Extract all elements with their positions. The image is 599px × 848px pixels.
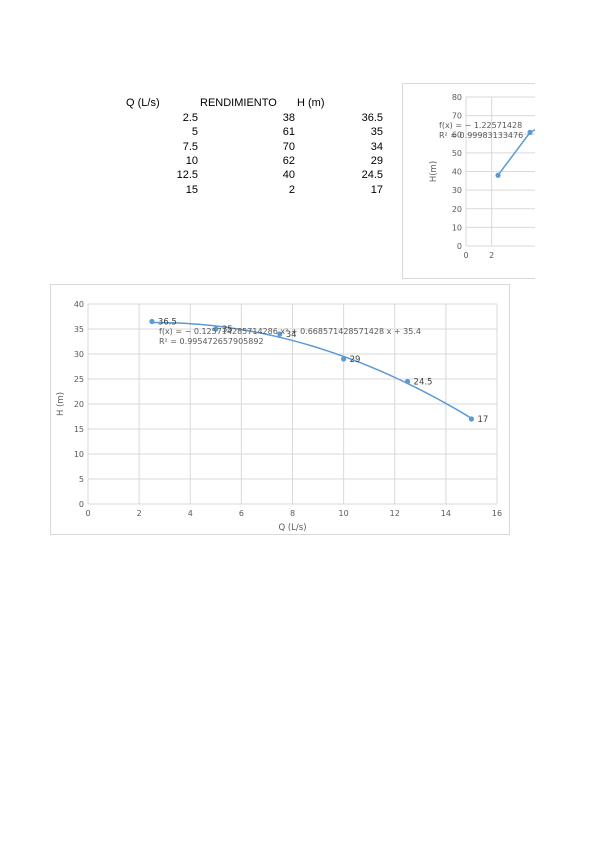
table-header: Q (L/s) xyxy=(126,97,160,109)
data-point xyxy=(341,356,347,362)
y-axis-title: H(m) xyxy=(429,161,439,182)
y-tick-label: 50 xyxy=(452,149,462,158)
data-point xyxy=(149,318,155,325)
chart-h-vs-q: 0 5 10 15 20 25 30 35 40 0 2 4 6 8 10 12 14 16 Q (L/s) H (m… xyxy=(50,284,510,535)
table-cell: 40 xyxy=(282,169,295,182)
y-tick-label: 60 xyxy=(452,130,462,139)
table-cell: 38 xyxy=(282,112,295,124)
table-cell: 10 xyxy=(185,154,198,167)
trendline-equation: R² = 0.995472657905892 xyxy=(159,337,264,346)
trendline-equation: f(x) = − 1.22571428 xyxy=(439,121,522,130)
data-label: 17 xyxy=(477,415,488,425)
x-tick-label: 6 xyxy=(239,509,244,518)
data-point xyxy=(404,378,411,385)
table-cell: 2 xyxy=(288,183,295,196)
y-tick-label: 40 xyxy=(452,168,462,177)
y-tick-label: 40 xyxy=(74,300,84,309)
table-cell: 5 xyxy=(191,126,198,139)
y-tick-label: 15 xyxy=(74,425,84,434)
data-point xyxy=(527,129,533,135)
chart-h-vs-q-svg: 0 5 10 15 20 25 30 35 40 0 2 4 6 8 10 12 14 16 Q (L/s) H (m… xyxy=(56,300,502,533)
data-label: 34 xyxy=(286,330,297,340)
chart-rendimiento: 0 10 20 30 40 50 60 70 80 0 2 H(m) f(x) = − 1.225714… xyxy=(402,83,535,279)
table-cell: 17 xyxy=(370,183,383,196)
table-cell: 15 xyxy=(185,183,198,196)
data-point xyxy=(213,326,219,332)
x-tick-label: 12 xyxy=(390,509,400,518)
data-point xyxy=(468,416,475,422)
y-tick-label: 35 xyxy=(74,325,84,334)
trendline-equation: R² = 0.99983133476 xyxy=(439,131,523,140)
y-tick-label: 5 xyxy=(79,475,84,484)
table-cell: 70 xyxy=(282,140,295,153)
data-label: 24.5 xyxy=(414,378,433,388)
x-tick-label: 4 xyxy=(188,509,193,518)
table-header: RENDIMIENTO xyxy=(200,97,277,109)
data-label: 29 xyxy=(350,355,361,365)
y-tick-label: 80 xyxy=(452,93,462,102)
table-cell: 36.5 xyxy=(361,112,383,124)
y-tick-label: 0 xyxy=(457,242,462,251)
x-tick-label: 0 xyxy=(463,251,468,260)
data-point xyxy=(495,172,501,178)
table-cell: 29 xyxy=(370,154,383,167)
table-cell: 7.5 xyxy=(182,140,198,153)
y-tick-label: 70 xyxy=(452,112,462,121)
table-cell: 12.5 xyxy=(176,169,198,182)
y-tick-label: 25 xyxy=(74,375,84,384)
table-header: H (m) xyxy=(297,97,325,109)
y-tick-label: 30 xyxy=(452,186,462,195)
data-label: 36.5 xyxy=(158,318,177,328)
table-cell: 2.5 xyxy=(182,112,198,124)
y-axis-title: H (m) xyxy=(56,392,66,416)
y-tick-label: 20 xyxy=(74,400,84,409)
y-tick-label: 20 xyxy=(452,205,462,214)
x-tick-label: 16 xyxy=(492,509,502,518)
x-tick-label: 10 xyxy=(339,509,349,518)
y-tick-label: 0 xyxy=(79,500,84,509)
table-cell: 34 xyxy=(370,140,383,153)
table-cell: 62 xyxy=(282,154,295,167)
y-tick-label: 10 xyxy=(452,223,462,232)
x-tick-label: 2 xyxy=(137,509,142,518)
chart-rendimiento-svg: 0 10 20 30 40 50 60 70 80 0 2 H(m) f(x) = − 1.225714… xyxy=(429,93,535,260)
x-tick-label: 14 xyxy=(441,509,451,518)
x-axis-title: Q (L/s) xyxy=(278,523,306,533)
data-point xyxy=(277,331,283,337)
table-cell: 35 xyxy=(370,126,383,139)
series-line xyxy=(151,321,472,419)
y-tick-label: 30 xyxy=(74,350,84,359)
x-tick-label: 8 xyxy=(290,509,295,518)
table-cell: 24.5 xyxy=(361,169,383,182)
x-tick-label: 0 xyxy=(85,509,90,518)
trendline-equation: f(x) = − 0.125714285714286 x² + 0.668571… xyxy=(159,327,421,336)
x-tick-label: 2 xyxy=(489,251,494,260)
data-label: 35 xyxy=(222,325,233,335)
table-cell: 61 xyxy=(282,126,295,139)
y-tick-label: 10 xyxy=(74,450,84,459)
